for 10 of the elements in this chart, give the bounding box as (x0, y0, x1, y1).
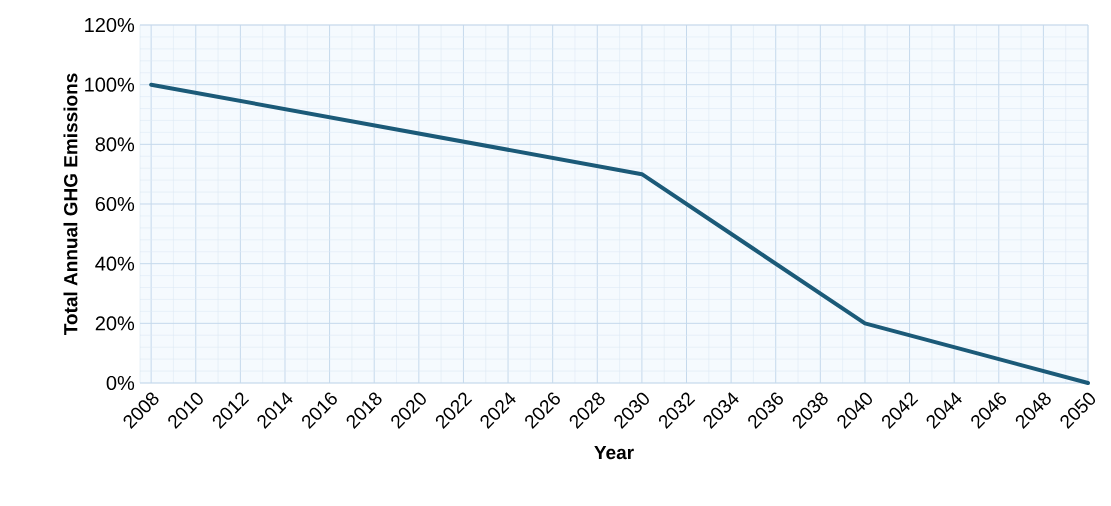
line-series (149, 82, 1091, 385)
x-axis-title: Year (594, 446, 634, 460)
y-tick-label: 20% (95, 316, 135, 331)
y-tick-label: 100% (85, 77, 135, 92)
y-tick-label: 40% (95, 256, 135, 271)
y-tick-label: 80% (95, 137, 135, 152)
y-tick-label: 0% (106, 375, 135, 391)
y-axis-title: Total Annual GHG Emissions (63, 73, 78, 336)
y-tick-label: 120% (85, 17, 135, 33)
y-tick-label: 60% (95, 196, 135, 212)
